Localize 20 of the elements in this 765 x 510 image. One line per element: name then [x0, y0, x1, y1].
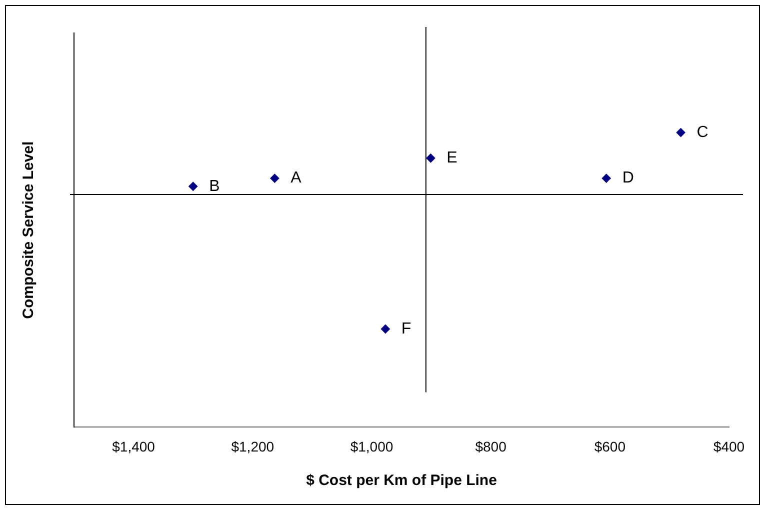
- annotation: C: [696, 124, 708, 141]
- annotation: F: [401, 320, 412, 338]
- x-axis-title: $ Cost per Km of Pipe Line: [306, 472, 497, 490]
- point: [676, 128, 686, 138]
- x-tick-label: $600: [594, 438, 626, 454]
- point: [426, 154, 436, 163]
- y-axis-title: Composite Service Level: [20, 141, 38, 319]
- x-tick-label: $1,000: [350, 438, 394, 454]
- annotation: D: [622, 170, 634, 187]
- point: [270, 174, 280, 183]
- x-tick-label: $1,400: [112, 438, 156, 454]
- annotation: B: [209, 178, 220, 195]
- annotation: E: [446, 150, 458, 167]
- x-tick-label: $400: [713, 438, 745, 454]
- annotation: A: [290, 170, 302, 187]
- point: [188, 182, 198, 191]
- x-tick-label: $800: [475, 438, 507, 454]
- point: [380, 324, 390, 334]
- x-tick-label: $1,200: [231, 438, 274, 454]
- point: [602, 174, 611, 183]
